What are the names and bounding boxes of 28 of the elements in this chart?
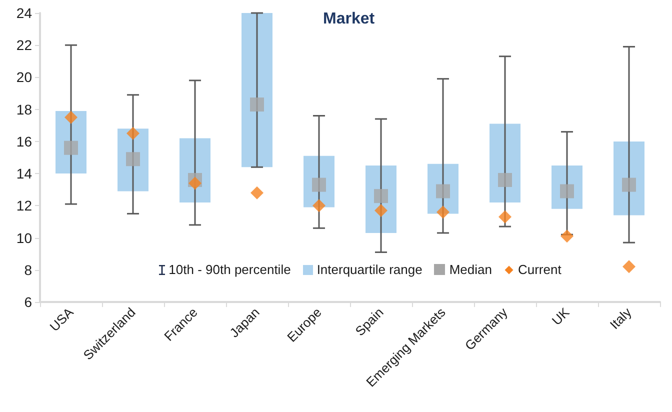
y-tick-label: 18 <box>16 101 32 118</box>
y-tick-label: 22 <box>16 37 32 54</box>
point <box>250 186 264 200</box>
y-tick-label: 16 <box>16 133 32 150</box>
chart-title: Market <box>323 10 376 28</box>
y-tick-label: 8 <box>24 262 32 278</box>
y-tick-label: 12 <box>16 198 32 214</box>
legend-label: Current <box>518 262 562 277</box>
point <box>374 204 388 217</box>
x-tick-label: UK <box>548 304 573 328</box>
y-tick-label: 14 <box>16 166 32 182</box>
point <box>188 176 202 190</box>
point <box>622 260 636 274</box>
point <box>560 230 574 243</box>
point <box>312 199 326 212</box>
y-tick-label: 6 <box>24 294 32 310</box>
y-tick-label: 20 <box>16 69 32 86</box>
point <box>436 206 450 219</box>
point <box>64 110 78 124</box>
y-tick-label: 24 <box>16 5 32 21</box>
x-tick-label: Italy <box>606 304 635 332</box>
y-tick-label: 10 <box>16 230 32 246</box>
x-tick-label: USA <box>46 304 77 334</box>
annotation: Median <box>449 262 492 277</box>
point <box>126 126 140 140</box>
annotation: 10th - 90th percentile <box>168 262 291 277</box>
legend-label: Interquartile range <box>316 262 422 277</box>
point <box>498 210 512 224</box>
